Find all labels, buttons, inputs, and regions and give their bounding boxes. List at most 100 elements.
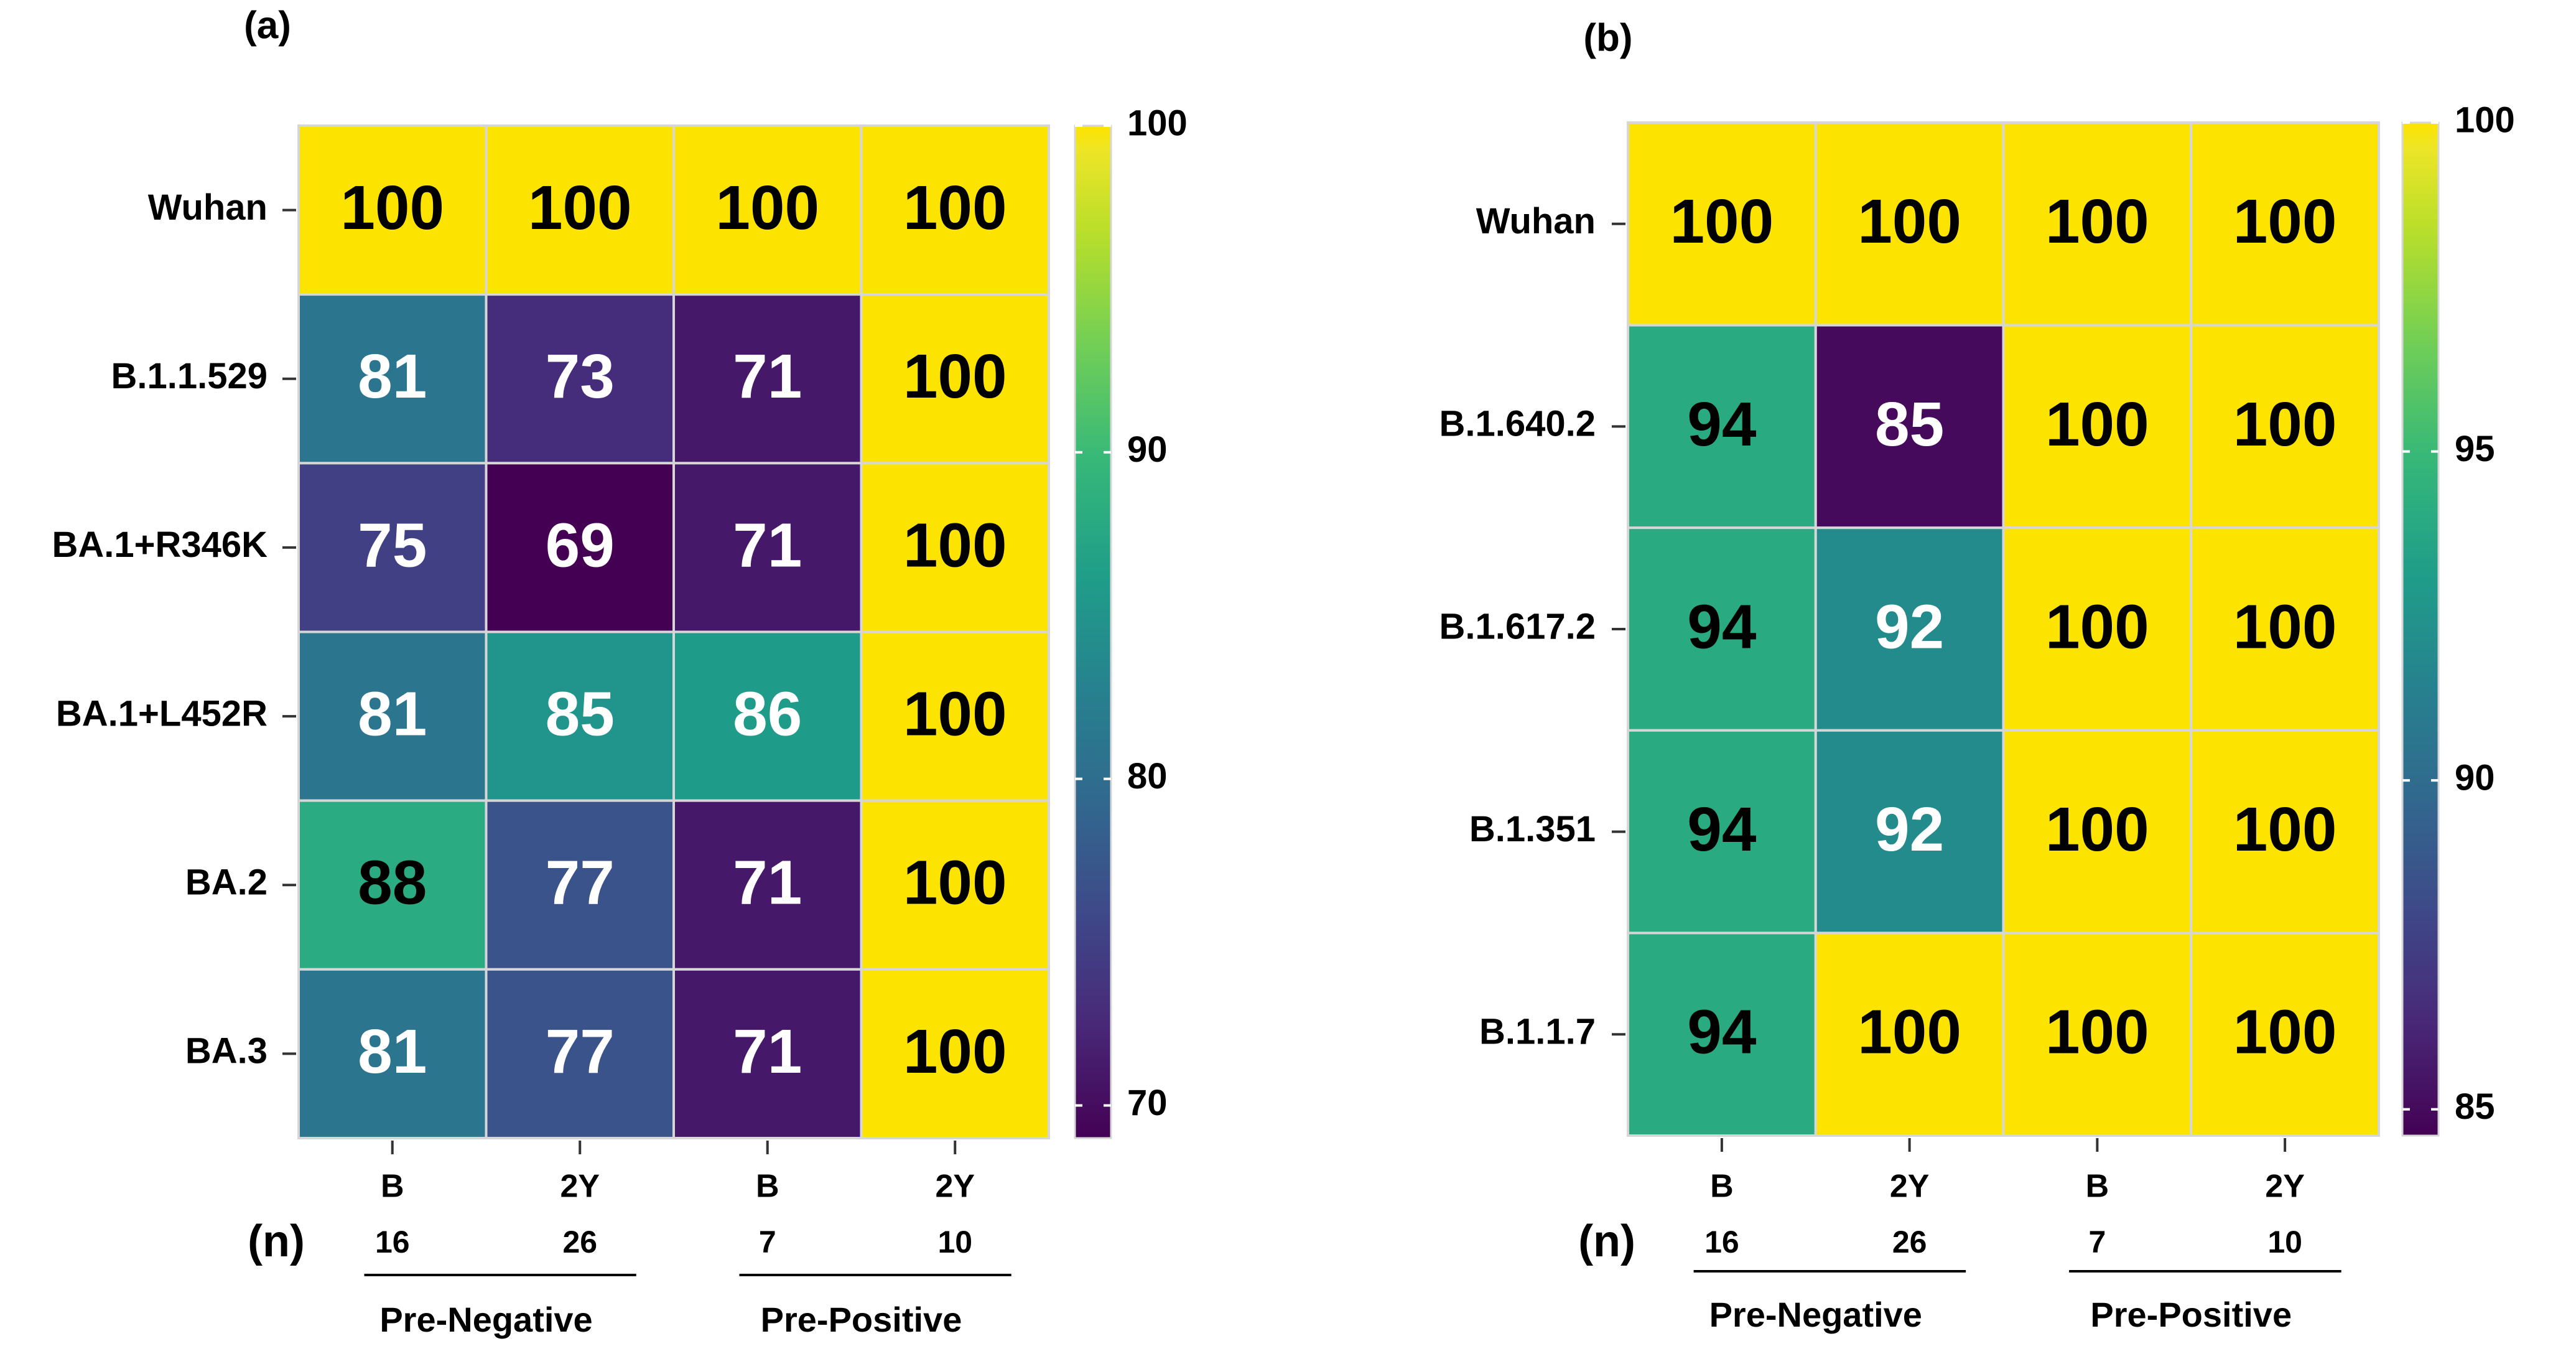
colorbar-tick-label: 90 xyxy=(2455,757,2495,798)
panel-label: (b) xyxy=(1583,16,1632,59)
group-label: Pre-Negative xyxy=(379,1300,592,1339)
heatmap-cell xyxy=(860,968,1050,1140)
column-label: 2Y xyxy=(560,1169,600,1205)
cell-value-label: 86 xyxy=(733,680,802,749)
cell-value-label: 100 xyxy=(2045,997,2149,1067)
cell-value-label: 71 xyxy=(733,510,802,580)
cell-value-label: 100 xyxy=(2233,592,2337,661)
colorbar-tick-label: 80 xyxy=(1127,756,1168,796)
cell-value-label: 75 xyxy=(358,510,427,580)
column-label: 2Y xyxy=(1890,1169,1930,1205)
cell-value-label: 73 xyxy=(546,342,615,411)
cell-value-label: 77 xyxy=(546,848,615,918)
cell-value-label: 100 xyxy=(903,342,1007,411)
cell-value-label: 69 xyxy=(546,510,615,580)
heatmap-cell xyxy=(2002,324,2193,530)
cell-value-label: 88 xyxy=(358,848,427,918)
heatmap-cell xyxy=(860,293,1050,465)
cell-value-label: 94 xyxy=(1687,795,1757,864)
heatmap-cell xyxy=(1814,932,2005,1137)
colorbar xyxy=(1074,124,1112,1139)
row-label: BA.2 xyxy=(185,862,267,903)
colorbar-tick-label: 90 xyxy=(1127,429,1168,470)
cell-value-label: 92 xyxy=(1875,592,1944,661)
colorbar-tick-label: 85 xyxy=(2455,1086,2495,1127)
column-label: B xyxy=(756,1169,779,1205)
cell-value-label: 100 xyxy=(2045,390,2149,459)
heatmap-cell xyxy=(860,462,1050,633)
row-label: BA.1+R346K xyxy=(52,525,267,565)
column-label: B xyxy=(1710,1169,1734,1205)
heatmap-cell xyxy=(297,799,488,971)
n-value-label: 7 xyxy=(2088,1225,2106,1259)
heatmap-cell xyxy=(2190,932,2380,1137)
group-label: Pre-Positive xyxy=(761,1300,962,1339)
cell-value-label: 100 xyxy=(2233,390,2337,459)
cell-value-label: 100 xyxy=(2233,795,2337,864)
row-label: B.1.1.529 xyxy=(111,356,267,396)
heatmap-cell xyxy=(1627,932,1817,1137)
cell-value-label: 100 xyxy=(2233,997,2337,1067)
cell-value-label: 81 xyxy=(358,680,427,749)
cell-value-label: 100 xyxy=(1858,187,1961,256)
cell-value-label: 85 xyxy=(546,680,615,749)
cell-value-label: 77 xyxy=(546,1017,615,1086)
n-value-label: 26 xyxy=(1892,1225,1927,1259)
colorbar-tick-label: 95 xyxy=(2455,429,2495,469)
heatmap-cell xyxy=(1627,324,1817,530)
heatmap-cell xyxy=(1627,121,1817,327)
cell-value-label: 100 xyxy=(903,848,1007,918)
column-label: 2Y xyxy=(935,1169,975,1205)
row-label: BA.3 xyxy=(185,1031,267,1072)
cell-value-label: 100 xyxy=(903,1017,1007,1086)
n-value-label: 16 xyxy=(375,1225,410,1259)
cell-value-label: 100 xyxy=(903,510,1007,580)
row-label: Wuhan xyxy=(1476,201,1596,241)
row-label: B.1.617.2 xyxy=(1439,606,1596,647)
n-value-label: 16 xyxy=(1704,1225,1739,1259)
heatmap-cell xyxy=(2002,932,2193,1137)
heatmap-cell xyxy=(860,124,1050,296)
cell-value-label: 71 xyxy=(733,848,802,918)
row-label: Wuhan xyxy=(148,187,267,228)
group-label: Pre-Negative xyxy=(1709,1295,1922,1334)
cell-value-label: 85 xyxy=(1875,390,1944,459)
cell-value-label: 92 xyxy=(1875,795,1944,864)
colorbar-tick-label: 70 xyxy=(1127,1083,1168,1123)
heatmap-cell xyxy=(672,124,863,296)
cell-value-label: 81 xyxy=(358,342,427,411)
cell-value-label: 81 xyxy=(358,1017,427,1086)
heatmap-cell xyxy=(485,293,675,465)
cell-value-label: 100 xyxy=(1858,997,1961,1067)
heatmap-cell xyxy=(2002,121,2193,327)
heatmap-cell xyxy=(485,630,675,802)
cell-value-label: 94 xyxy=(1687,997,1757,1067)
heatmap-cell xyxy=(1814,324,2005,530)
cell-value-label: 94 xyxy=(1687,390,1757,459)
cell-value-label: 100 xyxy=(2045,795,2149,864)
cell-value-label: 71 xyxy=(733,1017,802,1086)
column-label: 2Y xyxy=(2265,1169,2305,1205)
cell-value-label: 100 xyxy=(340,173,444,243)
n-value-label: 10 xyxy=(2267,1225,2302,1259)
heatmap-cell xyxy=(2002,729,2193,935)
heatmap-cell xyxy=(485,968,675,1140)
heatmap-cell xyxy=(297,124,488,296)
panel-label: (a) xyxy=(244,4,291,47)
heatmap-cell xyxy=(1814,729,2005,935)
row-label: B.1.640.2 xyxy=(1439,404,1596,444)
heatmap-cell xyxy=(485,124,675,296)
colorbar-tick-label: 100 xyxy=(1127,103,1188,143)
colorbar-tick-label: 100 xyxy=(2455,100,2515,140)
heatmap-cell xyxy=(1627,526,1817,732)
group-label: Pre-Positive xyxy=(2090,1295,2292,1334)
heatmap-cell xyxy=(860,799,1050,971)
cell-value-label: 100 xyxy=(903,680,1007,749)
heatmap-cell xyxy=(672,799,863,971)
colorbar xyxy=(2401,121,2440,1137)
cell-value-label: 94 xyxy=(1687,592,1757,661)
heatmap-cell xyxy=(1814,526,2005,732)
n-value-label: 26 xyxy=(562,1225,597,1259)
